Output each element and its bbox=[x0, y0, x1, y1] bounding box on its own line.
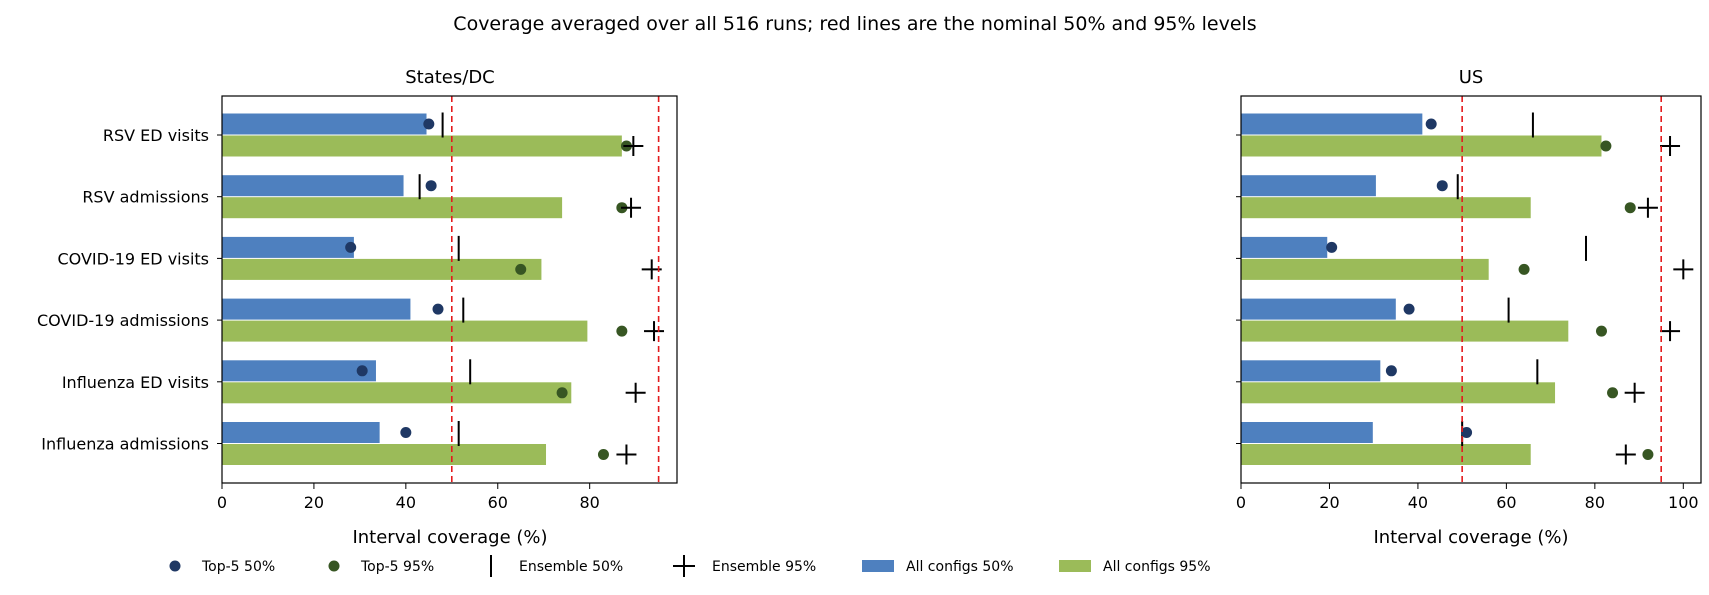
x-tick-label-us: 100 bbox=[1668, 493, 1699, 512]
legend-label-ensemble-95: Ensemble 95% bbox=[712, 559, 816, 575]
bar-all-configs-50-states bbox=[222, 236, 354, 258]
x-tick-label-us: 0 bbox=[1236, 493, 1246, 512]
bar-all-configs-50-us bbox=[1241, 360, 1381, 382]
legend-marker-all-95 bbox=[1059, 560, 1091, 572]
x-tick-label-states: 60 bbox=[488, 493, 508, 512]
marker-ensemble-95-us bbox=[1673, 259, 1694, 280]
bar-all-configs-95-states bbox=[222, 382, 572, 404]
marker-top5-95-us bbox=[1595, 325, 1607, 337]
bar-all-configs-95-us bbox=[1241, 197, 1531, 219]
bar-all-configs-95-us bbox=[1241, 444, 1531, 465]
marker-ensemble-95-us bbox=[1637, 197, 1658, 218]
marker-ensemble-95-states bbox=[625, 382, 646, 403]
marker-ensemble-95-us bbox=[1615, 444, 1636, 465]
panel-title-us: US bbox=[1459, 67, 1484, 88]
legend-label-all-50: All configs 50% bbox=[906, 559, 1014, 575]
bar-all-configs-50-us bbox=[1241, 113, 1423, 135]
bar-all-configs-50-us bbox=[1241, 236, 1328, 258]
marker-ensemble-95-states bbox=[644, 321, 665, 342]
marker-top5-50-us bbox=[1461, 427, 1473, 438]
marker-top5-95-states bbox=[597, 449, 609, 460]
panel-states: States/DC RSV ED visits RSV admissions COV… bbox=[37, 67, 678, 548]
legend-marker-ensemble-95 bbox=[673, 555, 695, 577]
marker-top5-50-us bbox=[1385, 365, 1397, 377]
y-tick-label: RSV admissions bbox=[82, 188, 209, 207]
marker-top5-50-states bbox=[345, 241, 357, 253]
x-tick-label-states: 40 bbox=[396, 493, 416, 512]
marker-top5-95-us bbox=[1607, 387, 1619, 399]
marker-top5-95-us bbox=[1600, 140, 1612, 152]
marker-top5-50-us bbox=[1425, 118, 1437, 130]
bar-all-configs-95-states bbox=[222, 320, 588, 342]
bar-all-configs-50-states bbox=[222, 175, 404, 197]
marker-top5-95-states bbox=[515, 263, 527, 275]
bar-all-configs-95-states bbox=[222, 135, 622, 157]
marker-top5-50-states bbox=[423, 118, 435, 130]
marker-top5-95-us bbox=[1642, 449, 1654, 460]
bar-all-configs-95-us bbox=[1241, 135, 1602, 157]
bar-all-configs-50-states bbox=[222, 360, 376, 382]
marker-top5-95-states bbox=[556, 387, 568, 399]
marker-ensemble-95-us bbox=[1660, 321, 1681, 342]
marker-top5-50-us bbox=[1403, 303, 1415, 315]
panel-title-states: States/DC bbox=[405, 67, 495, 88]
x-tick-label-states: 0 bbox=[217, 493, 227, 512]
bar-all-configs-50-us bbox=[1241, 422, 1373, 443]
legend-label-top5-50: Top-5 50% bbox=[201, 559, 275, 575]
bar-all-configs-95-us bbox=[1241, 320, 1569, 342]
x-tick-label-states: 20 bbox=[304, 493, 324, 512]
y-tick-label: COVID-19 admissions bbox=[37, 311, 209, 330]
x-tick-label-us: 80 bbox=[1585, 493, 1605, 512]
x-tick-label-states: 80 bbox=[579, 493, 599, 512]
plot-area-states: RSV ED visits RSV admissions COVID-19 ED v… bbox=[37, 95, 678, 512]
marker-ensemble-95-states bbox=[623, 136, 644, 156]
x-tick-label-us: 60 bbox=[1496, 493, 1516, 512]
legend-label-top5-95: Top-5 95% bbox=[360, 559, 434, 575]
marker-ensemble-95-states bbox=[616, 444, 637, 465]
x-tick-label-us: 40 bbox=[1408, 493, 1428, 512]
marker-ensemble-95-states bbox=[621, 197, 642, 218]
marker-top5-95-states bbox=[616, 325, 628, 337]
x-axis-label-us: Interval coverage (%) bbox=[1373, 527, 1568, 548]
marker-top5-50-states bbox=[356, 365, 368, 377]
legend-marker-top5-50 bbox=[169, 560, 181, 572]
legend-marker-top5-95 bbox=[328, 560, 340, 572]
y-tick-label: COVID-19 ED visits bbox=[57, 249, 209, 268]
x-tick-label-us: 20 bbox=[1319, 493, 1339, 512]
legend-label-all-95: All configs 95% bbox=[1103, 559, 1211, 575]
y-tick-label: Influenza admissions bbox=[41, 435, 209, 454]
bar-all-configs-50-us bbox=[1241, 175, 1376, 197]
marker-ensemble-95-us bbox=[1624, 382, 1645, 403]
bar-all-configs-95-states bbox=[222, 444, 547, 465]
marker-top5-50-states bbox=[400, 427, 412, 438]
plot-frame-us bbox=[1240, 95, 1702, 484]
figure-title: Coverage averaged over all 516 runs; red… bbox=[453, 13, 1256, 35]
marker-top5-50-us bbox=[1436, 180, 1448, 192]
bar-all-configs-50-states bbox=[222, 113, 427, 135]
bar-all-configs-95-us bbox=[1241, 258, 1489, 280]
plot-area-us: 0 20 40 60 80 100 bbox=[1236, 95, 1702, 512]
x-axis-label-states: Interval coverage (%) bbox=[352, 527, 547, 548]
legend-label-ensemble-50: Ensemble 50% bbox=[519, 559, 623, 575]
bar-all-configs-50-states bbox=[222, 422, 380, 443]
marker-top5-95-us bbox=[1624, 202, 1636, 214]
plot-frame-states bbox=[221, 95, 678, 484]
marker-top5-50-states bbox=[432, 303, 444, 315]
y-tick-label: Influenza ED visits bbox=[62, 373, 209, 392]
marker-top5-95-us bbox=[1518, 263, 1530, 275]
bar-all-configs-95-us bbox=[1241, 382, 1556, 404]
marker-ensemble-95-us bbox=[1660, 136, 1681, 156]
marker-top5-50-us bbox=[1326, 241, 1338, 253]
y-tick-label: RSV ED visits bbox=[103, 126, 209, 145]
bar-all-configs-95-states bbox=[222, 197, 563, 219]
bar-all-configs-95-states bbox=[222, 258, 542, 280]
bar-all-configs-50-us bbox=[1241, 298, 1396, 320]
bar-all-configs-50-states bbox=[222, 298, 411, 320]
marker-top5-50-states bbox=[425, 180, 437, 192]
panel-us: US 0 20 40 60 80 100 Interval coverage (%) bbox=[1236, 67, 1702, 548]
legend-marker-all-50 bbox=[862, 560, 894, 572]
legend: Top-5 50% Top-5 95% Ensemble 50% Ensembl… bbox=[169, 555, 1211, 577]
